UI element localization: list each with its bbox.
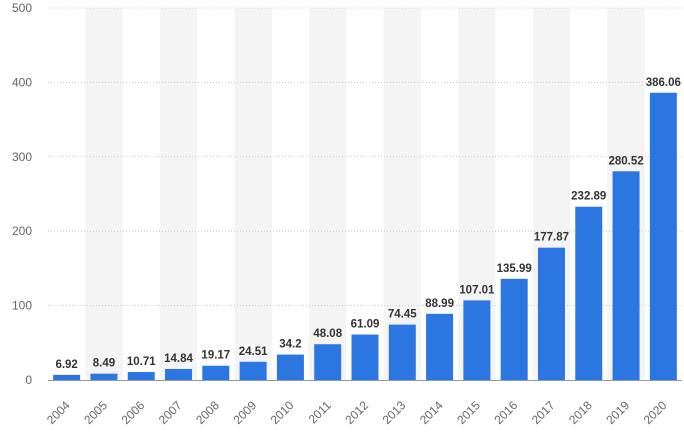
x-tick-label: 2010 bbox=[268, 398, 297, 427]
bar bbox=[612, 171, 640, 380]
bar bbox=[127, 372, 155, 380]
bar bbox=[649, 92, 677, 380]
data-label: 232.89 bbox=[571, 191, 606, 203]
bar bbox=[276, 354, 304, 380]
y-tick-label: 400 bbox=[12, 75, 32, 89]
x-tick-label: 2009 bbox=[230, 398, 259, 427]
background-band bbox=[159, 8, 198, 380]
bar bbox=[165, 368, 193, 380]
bar bbox=[90, 373, 118, 380]
data-label: 386.06 bbox=[646, 77, 681, 89]
data-label: 280.52 bbox=[608, 155, 643, 167]
x-tick-label: 2018 bbox=[566, 398, 595, 427]
y-tick-label: 300 bbox=[12, 150, 32, 164]
data-label: 24.51 bbox=[239, 346, 268, 358]
bar bbox=[463, 300, 491, 380]
bar bbox=[500, 278, 528, 380]
y-tick-label: 200 bbox=[12, 224, 32, 238]
data-label: 6.92 bbox=[55, 359, 77, 371]
x-tick-label: 2015 bbox=[454, 398, 483, 427]
data-label: 48.08 bbox=[313, 328, 342, 340]
x-axis: 2004 2005 2006 2007 2008 2009 2010 2011 2012 2013… bbox=[44, 380, 682, 427]
x-tick-label: 2005 bbox=[81, 398, 110, 427]
data-label: 61.09 bbox=[351, 319, 380, 331]
bar bbox=[314, 344, 342, 380]
data-label: 135.99 bbox=[497, 263, 532, 275]
data-label: 107.01 bbox=[459, 284, 495, 296]
data-label: 74.45 bbox=[388, 309, 417, 321]
y-tick-label: 100 bbox=[12, 299, 32, 313]
data-label: 10.71 bbox=[127, 356, 156, 368]
x-tick-label: 2012 bbox=[342, 398, 371, 427]
background-band bbox=[309, 8, 347, 380]
x-tick-label: 2004 bbox=[44, 398, 73, 427]
data-label: 19.17 bbox=[201, 350, 230, 362]
x-tick-label: 2020 bbox=[641, 398, 670, 427]
y-tick-label: 0 bbox=[25, 373, 32, 387]
x-tick-label: 2007 bbox=[156, 398, 185, 427]
data-label: 34.2 bbox=[279, 339, 301, 351]
data-label: 14.84 bbox=[164, 353, 193, 365]
bar bbox=[537, 247, 565, 380]
background-band bbox=[383, 8, 421, 380]
bar bbox=[426, 313, 454, 380]
y-axis: 0 100 200 300 400 500 bbox=[12, 1, 32, 387]
x-tick-label: 2013 bbox=[380, 398, 409, 427]
y-tick-label: 500 bbox=[12, 1, 32, 15]
data-label: 8.49 bbox=[93, 358, 115, 370]
data-label: 88.99 bbox=[425, 298, 454, 310]
bar bbox=[53, 374, 81, 380]
x-tick-label: 2011 bbox=[306, 398, 334, 426]
background-band bbox=[234, 8, 272, 380]
bar bbox=[388, 324, 416, 380]
bar bbox=[239, 361, 267, 380]
background-band bbox=[85, 8, 123, 380]
x-tick-label: 2006 bbox=[119, 398, 148, 427]
x-tick-label: 2019 bbox=[603, 398, 632, 427]
data-label: 177.87 bbox=[534, 232, 569, 244]
bar bbox=[575, 206, 603, 380]
x-tick-label: 2008 bbox=[193, 398, 222, 427]
x-tick-label: 2016 bbox=[492, 398, 521, 427]
bars bbox=[53, 92, 677, 380]
bar bbox=[351, 334, 379, 380]
bar bbox=[202, 365, 230, 380]
data-labels: 6.92 8.49 10.71 14.84 19.17 24.51 34.2 48.08 61.… bbox=[55, 77, 680, 371]
x-tick-label: 2014 bbox=[417, 398, 446, 427]
x-tick-label: 2017 bbox=[529, 398, 558, 427]
